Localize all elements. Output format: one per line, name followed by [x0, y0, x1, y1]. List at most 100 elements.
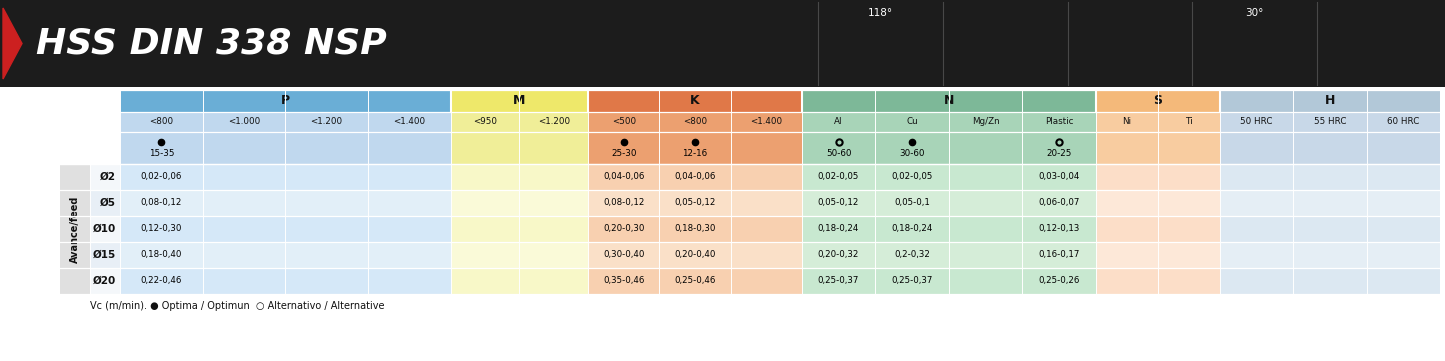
- Text: 0,05-0,1: 0,05-0,1: [894, 199, 931, 208]
- Bar: [588, 268, 659, 294]
- Bar: [120, 112, 202, 132]
- Bar: [61, 90, 1441, 294]
- Bar: [61, 190, 120, 216]
- Text: 0,02-0,05: 0,02-0,05: [818, 173, 860, 182]
- Bar: [368, 216, 451, 242]
- Bar: [1095, 190, 1157, 216]
- Bar: [1367, 132, 1441, 164]
- Bar: [61, 242, 120, 268]
- Text: 0,12-0,13: 0,12-0,13: [1039, 225, 1079, 234]
- Bar: [202, 268, 285, 294]
- Polygon shape: [3, 8, 22, 79]
- Text: 0,02-0,05: 0,02-0,05: [892, 173, 932, 182]
- Bar: [519, 190, 588, 216]
- Text: Ø5: Ø5: [100, 198, 116, 208]
- Text: 0,25-0,37: 0,25-0,37: [892, 277, 932, 286]
- Bar: [519, 216, 588, 242]
- Bar: [731, 268, 802, 294]
- Bar: [949, 164, 1022, 190]
- Text: 60 HRC: 60 HRC: [1387, 117, 1419, 126]
- Bar: [659, 112, 731, 132]
- Bar: [451, 216, 519, 242]
- Bar: [949, 190, 1022, 216]
- Bar: [1095, 268, 1157, 294]
- Bar: [120, 190, 202, 216]
- Bar: [659, 268, 731, 294]
- Bar: [1220, 190, 1293, 216]
- Bar: [285, 268, 368, 294]
- Bar: [285, 164, 368, 190]
- Bar: [0, 0, 1445, 87]
- Bar: [1293, 132, 1367, 164]
- Bar: [1022, 190, 1095, 216]
- Text: 0,30-0,40: 0,30-0,40: [603, 251, 644, 260]
- Bar: [949, 132, 1022, 164]
- Text: 30°: 30°: [1246, 8, 1264, 18]
- Bar: [451, 164, 519, 190]
- Bar: [731, 216, 802, 242]
- Text: 12-16: 12-16: [682, 149, 708, 158]
- Text: Vc (m/min). ● Optima / Optimun  ○ Alternativo / Alternative: Vc (m/min). ● Optima / Optimun ○ Alterna…: [90, 301, 384, 311]
- Bar: [1095, 132, 1157, 164]
- Bar: [285, 112, 368, 132]
- Bar: [731, 164, 802, 190]
- Text: 0,20-0,40: 0,20-0,40: [675, 251, 715, 260]
- Text: Ø15: Ø15: [92, 250, 116, 260]
- Bar: [368, 242, 451, 268]
- Bar: [519, 132, 588, 164]
- Text: Plastic: Plastic: [1045, 117, 1074, 126]
- Bar: [876, 190, 949, 216]
- Text: 0,08-0,12: 0,08-0,12: [140, 199, 182, 208]
- Text: K: K: [691, 95, 699, 108]
- Bar: [519, 242, 588, 268]
- Bar: [802, 268, 876, 294]
- Bar: [731, 242, 802, 268]
- Bar: [731, 190, 802, 216]
- Text: 0,04-0,06: 0,04-0,06: [603, 173, 644, 182]
- Bar: [802, 112, 876, 132]
- Bar: [1022, 132, 1095, 164]
- Bar: [588, 132, 659, 164]
- Bar: [1220, 242, 1293, 268]
- Bar: [1367, 268, 1441, 294]
- Text: Ni: Ni: [1123, 117, 1131, 126]
- Text: Cu: Cu: [906, 117, 918, 126]
- Bar: [120, 132, 202, 164]
- Text: 55 HRC: 55 HRC: [1314, 117, 1347, 126]
- Bar: [451, 242, 519, 268]
- Text: <800: <800: [149, 117, 173, 126]
- Text: 0,25-0,37: 0,25-0,37: [818, 277, 860, 286]
- Bar: [285, 242, 368, 268]
- Bar: [876, 268, 949, 294]
- Bar: [120, 164, 202, 190]
- Text: Ø10: Ø10: [92, 224, 116, 234]
- Bar: [1220, 90, 1441, 112]
- Bar: [61, 216, 120, 242]
- Bar: [949, 242, 1022, 268]
- Text: 0,35-0,46: 0,35-0,46: [603, 277, 644, 286]
- Text: N: N: [944, 95, 954, 108]
- Bar: [451, 112, 519, 132]
- Text: Ø20: Ø20: [92, 276, 116, 286]
- Bar: [1022, 268, 1095, 294]
- Text: <500: <500: [611, 117, 636, 126]
- Bar: [1157, 112, 1220, 132]
- Text: <1.200: <1.200: [538, 117, 569, 126]
- Bar: [202, 216, 285, 242]
- Bar: [61, 132, 120, 164]
- Text: 0,05-0,12: 0,05-0,12: [818, 199, 860, 208]
- Bar: [1157, 242, 1220, 268]
- Bar: [285, 132, 368, 164]
- Bar: [1157, 190, 1220, 216]
- Bar: [802, 190, 876, 216]
- Bar: [202, 242, 285, 268]
- Bar: [1022, 112, 1095, 132]
- Bar: [519, 164, 588, 190]
- Text: Al: Al: [834, 117, 842, 126]
- Text: Mg/Zn: Mg/Zn: [971, 117, 1000, 126]
- Text: 118°: 118°: [867, 8, 893, 18]
- Text: 0,08-0,12: 0,08-0,12: [603, 199, 644, 208]
- Bar: [1095, 216, 1157, 242]
- Text: <1.000: <1.000: [228, 117, 260, 126]
- Text: 50-60: 50-60: [825, 149, 851, 158]
